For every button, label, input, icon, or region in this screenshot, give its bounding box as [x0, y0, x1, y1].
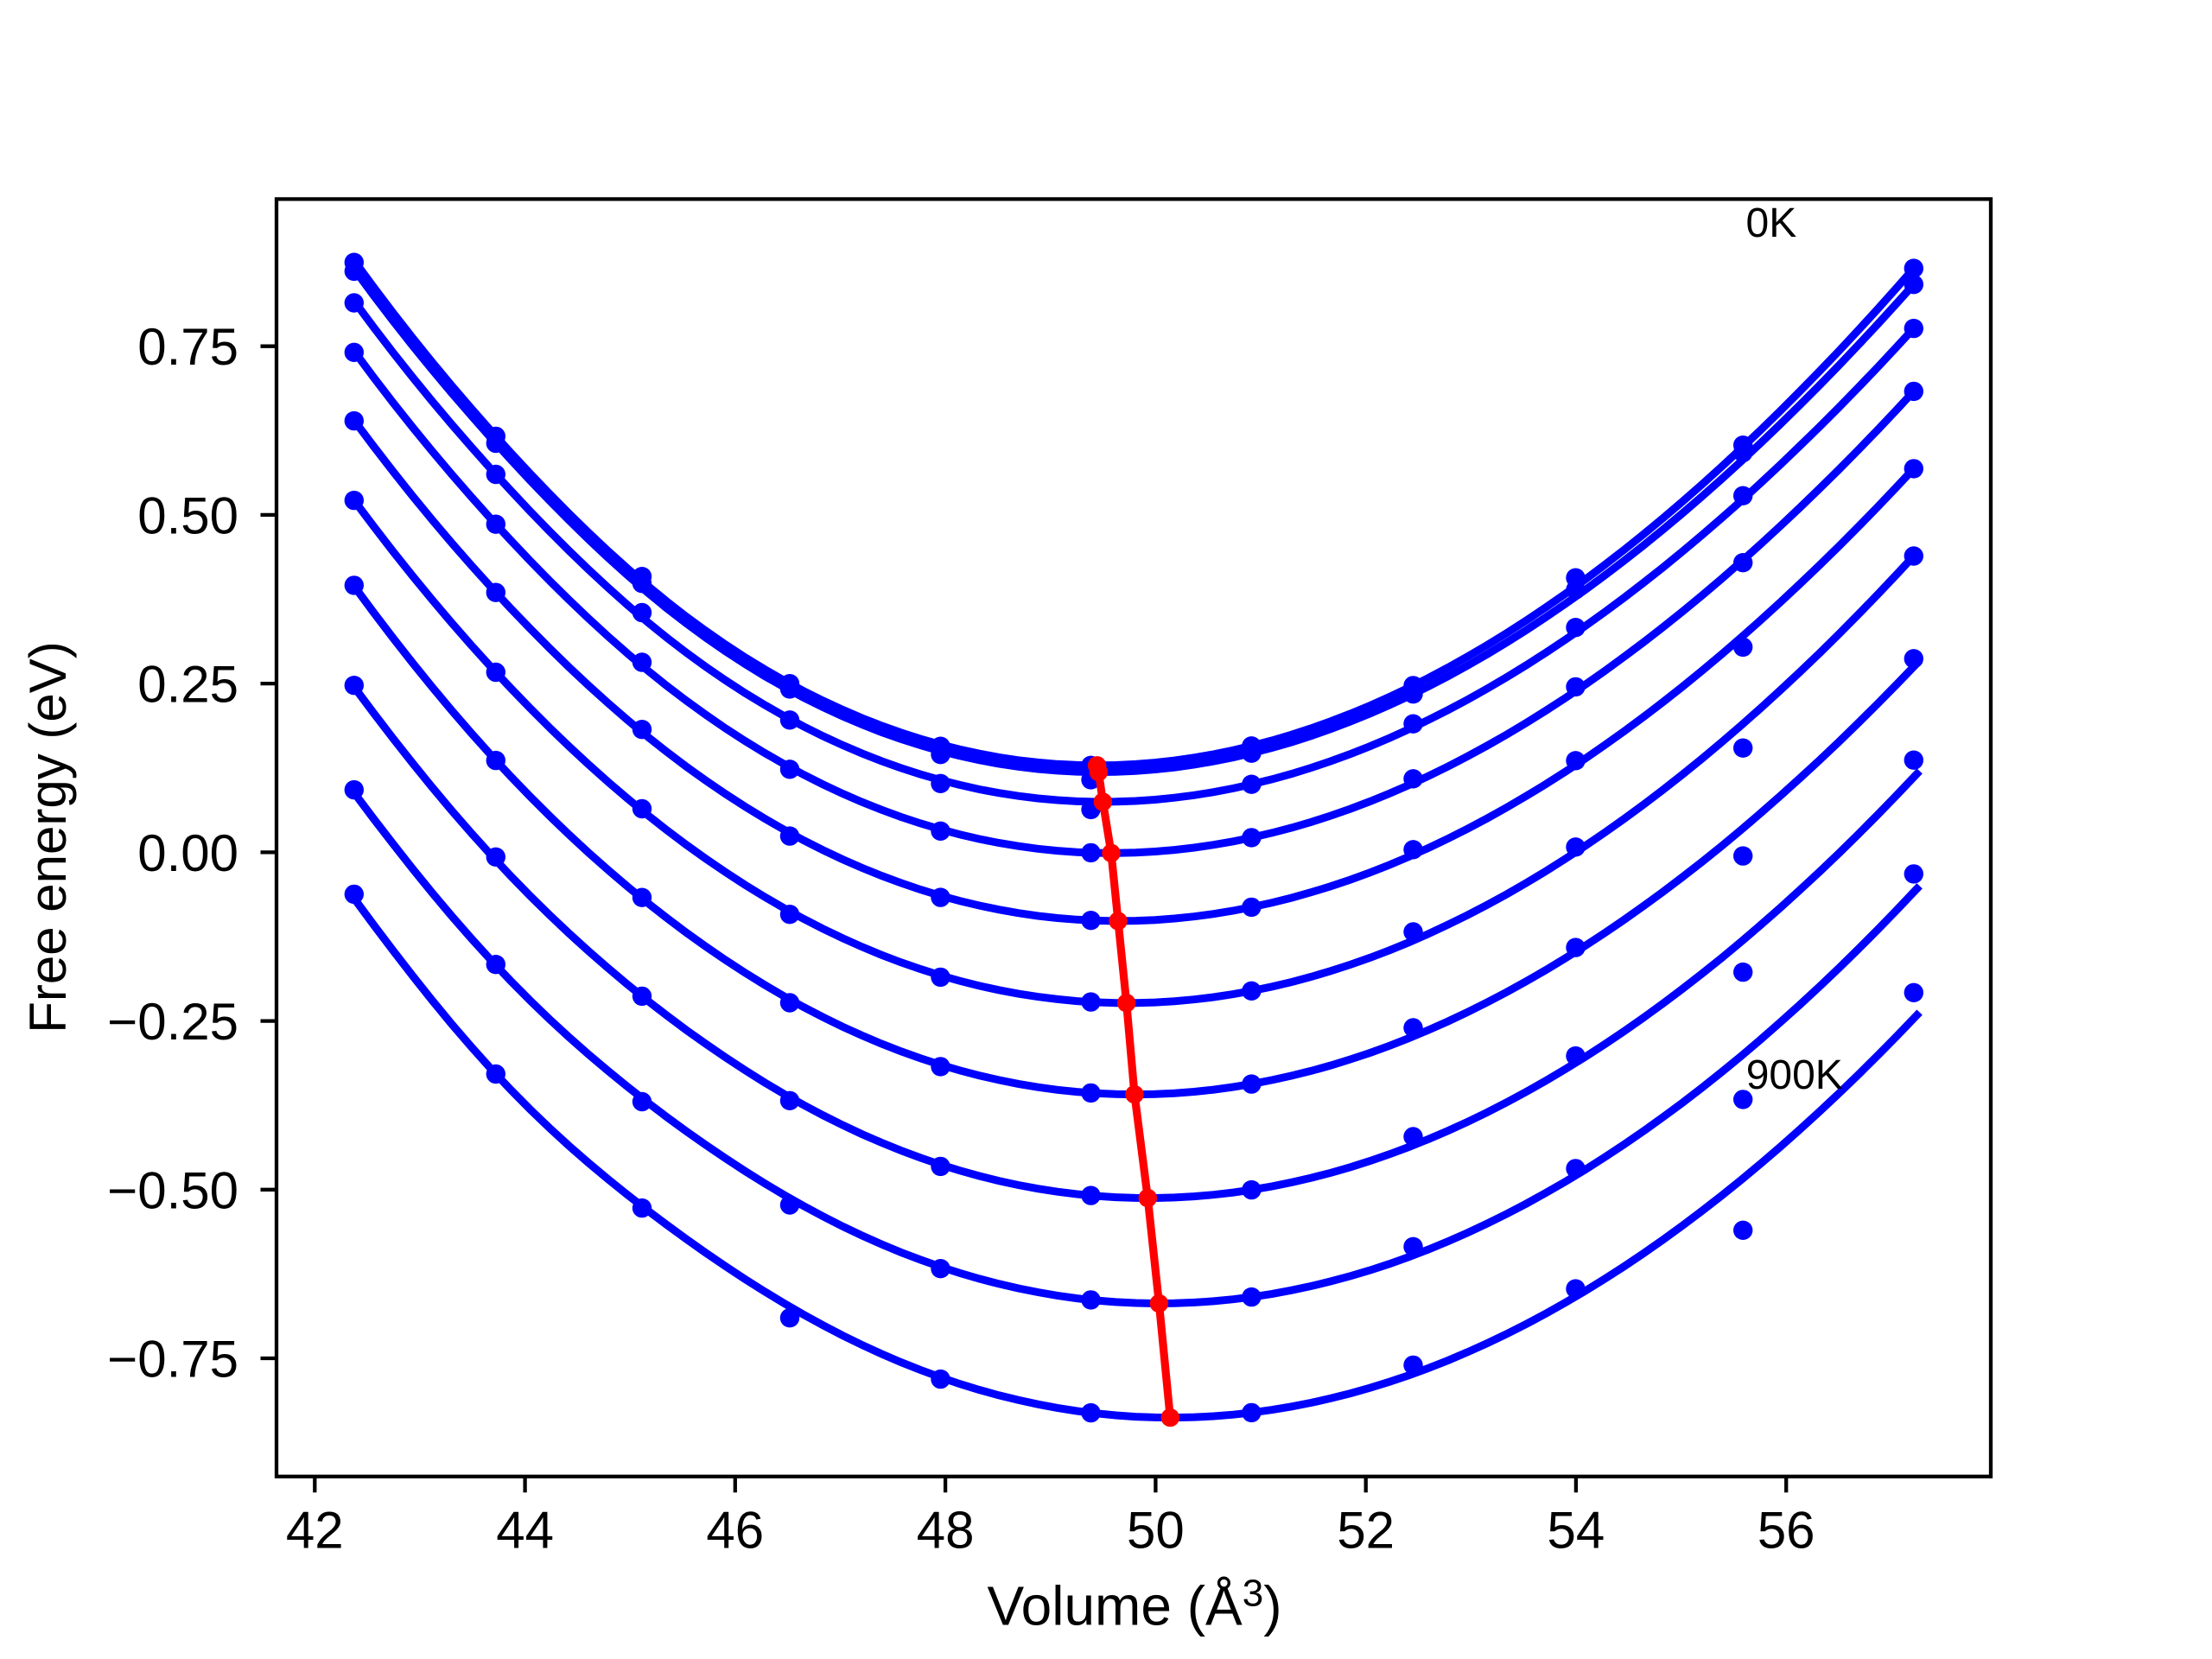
- svg-text:42: 42: [286, 1502, 344, 1560]
- svg-text:54: 54: [1548, 1502, 1605, 1560]
- svg-text:0.25: 0.25: [137, 656, 238, 714]
- svg-text:46: 46: [706, 1502, 764, 1560]
- svg-text:Free energy (eV): Free energy (eV): [19, 641, 77, 1033]
- svg-text:−0.50: −0.50: [107, 1161, 238, 1219]
- svg-text:56: 56: [1758, 1502, 1815, 1560]
- svg-text:Volume (Å3): Volume (Å3): [987, 1573, 1281, 1637]
- svg-text:52: 52: [1337, 1502, 1395, 1560]
- svg-text:0.50: 0.50: [137, 486, 238, 544]
- svg-text:−0.75: −0.75: [107, 1331, 238, 1389]
- svg-text:48: 48: [917, 1502, 975, 1560]
- svg-text:0.75: 0.75: [137, 318, 238, 376]
- svg-text:900K: 900K: [1746, 1052, 1843, 1098]
- svg-text:44: 44: [496, 1502, 554, 1560]
- svg-text:0K: 0K: [1746, 200, 1797, 246]
- svg-text:50: 50: [1127, 1502, 1185, 1560]
- svg-text:−0.25: −0.25: [107, 993, 238, 1051]
- svg-text:0.00: 0.00: [137, 824, 238, 882]
